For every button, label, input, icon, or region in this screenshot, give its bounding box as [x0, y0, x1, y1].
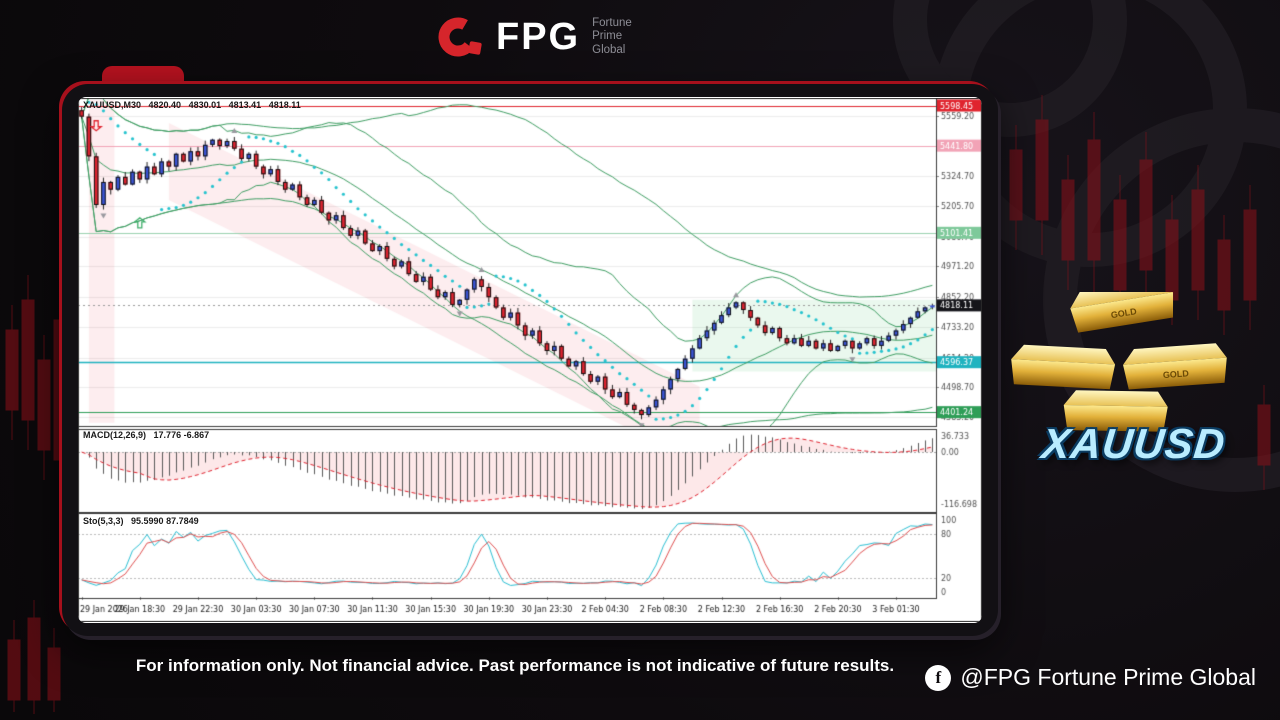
macd-name: MACD(12,26,9): [83, 430, 147, 440]
price-chart-canvas: [78, 98, 982, 622]
macd-indicator-label: MACD(12,26,9) 17.776 -6.867: [83, 430, 214, 440]
gold-bars-image: GOLD GOLD: [1011, 292, 1227, 432]
fpg-logo-icon: [438, 17, 482, 57]
gold-stamp-text: GOLD: [1163, 368, 1190, 380]
gold-stamp-text: GOLD: [1110, 306, 1138, 320]
brand-name: FPG: [496, 16, 581, 58]
sto-values: 95.5990 87.7849: [131, 516, 199, 526]
social-handle: @FPG Fortune Prime Global: [960, 664, 1256, 690]
facebook-icon: f: [925, 664, 952, 691]
stochastic-indicator-label: Sto(5,3,3) 95.5990 87.7849: [83, 516, 204, 526]
low-value: 4813.41: [228, 100, 262, 110]
social-badge: f @FPG Fortune Prime Global: [925, 664, 1256, 691]
tagline-line: Global: [592, 43, 626, 56]
symbol-watermark: XAUUSD: [1039, 420, 1228, 467]
brand-logo: FPG Fortune Prime Global: [438, 14, 632, 60]
tagline-line: Fortune: [592, 16, 632, 29]
tablet-screen: XAUUSD,M30 4820.40 4830.01 4813.41 4818.…: [78, 97, 982, 623]
high-value: 4830.01: [188, 100, 222, 110]
tagline-line: Prime: [592, 30, 623, 43]
open-value: 4820.40: [148, 100, 182, 110]
macd-values: 17.776 -6.867: [153, 430, 210, 440]
close-value: 4818.11: [268, 100, 301, 110]
facebook-glyph: f: [935, 667, 942, 687]
chart-ohlc-header: XAUUSD,M30 4820.40 4830.01 4813.41 4818.…: [83, 100, 306, 110]
brand-tagline: Fortune Prime Global: [592, 17, 632, 58]
disclaimer-text: For information only. Not financial advi…: [135, 656, 895, 675]
tablet-frame: XAUUSD,M30 4820.40 4830.01 4813.41 4818.…: [62, 84, 998, 636]
sto-name: Sto(5,3,3): [83, 516, 124, 526]
symbol-period: XAUUSD,M30: [83, 100, 142, 110]
